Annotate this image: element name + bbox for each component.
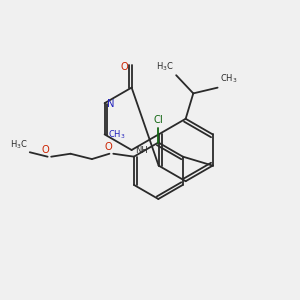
Text: O: O xyxy=(121,62,129,72)
Text: N: N xyxy=(107,99,115,109)
Text: CH$_3$: CH$_3$ xyxy=(220,73,238,85)
Text: O: O xyxy=(42,145,50,155)
Text: H$_3$C: H$_3$C xyxy=(156,60,174,73)
Text: CH$_3$: CH$_3$ xyxy=(108,128,126,141)
Text: Cl: Cl xyxy=(154,115,163,125)
Text: H$_3$C: H$_3$C xyxy=(11,138,28,151)
Text: NH: NH xyxy=(135,146,148,154)
Text: O: O xyxy=(104,142,112,152)
